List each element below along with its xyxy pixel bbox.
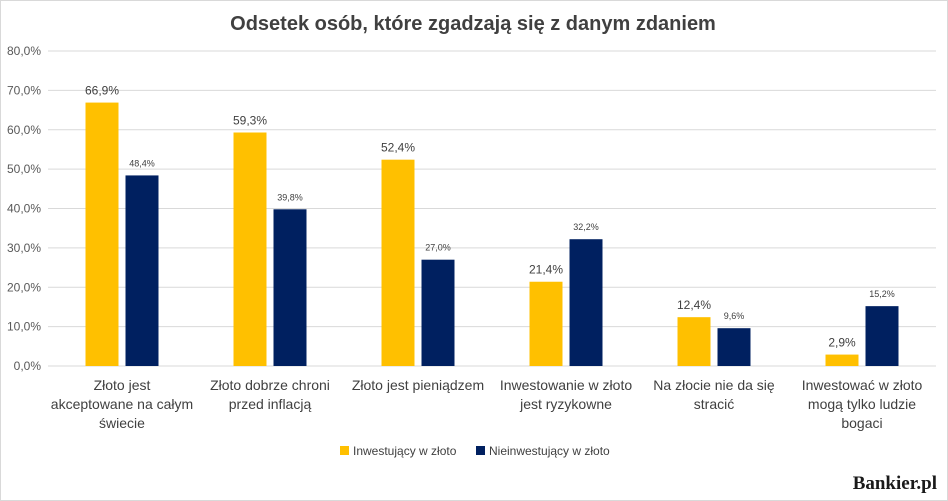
x-category-label: przed inflacją xyxy=(229,396,312,412)
x-category-label: Złoto dobrze chroni xyxy=(210,377,330,393)
x-axis-category-labels: Złoto jest akceptowane na całym świecie Zło… xyxy=(51,377,923,431)
y-tick-label: 60,0% xyxy=(7,123,41,137)
bar-investing xyxy=(381,159,415,366)
data-label: 9,6% xyxy=(724,311,745,321)
data-label: 27,0% xyxy=(425,243,451,253)
data-label: 2,9% xyxy=(828,336,856,350)
data-label: 12,4% xyxy=(677,298,711,312)
bar-investing xyxy=(85,102,119,367)
x-category-label: bogaci xyxy=(841,415,882,431)
y-tick-label: 20,0% xyxy=(7,280,41,294)
bar-investing xyxy=(677,317,711,366)
x-category-label: stracić xyxy=(694,396,734,412)
legend-swatch-investing xyxy=(340,446,349,455)
y-axis-tick-labels: 0,0% 10,0% 20,0% 30,0% 40,0% 50,0% 60,0% 70,0% 8… xyxy=(7,44,41,373)
y-tick-label: 30,0% xyxy=(7,241,41,255)
x-category-label: mogą tylko ludzie xyxy=(808,396,916,412)
x-category-label: świecie xyxy=(99,415,145,431)
legend: Inwestujący w złoto Nieinwestujący w zło… xyxy=(340,444,610,458)
x-category-label: Złoto jest pieniądzem xyxy=(352,377,484,393)
bars xyxy=(85,102,899,367)
data-label: 48,4% xyxy=(129,158,155,168)
legend-label-investing: Inwestujący w złoto xyxy=(353,444,457,458)
chart-title: Odsetek osób, które zgadzają się z danym… xyxy=(230,13,716,35)
bar-non-investing xyxy=(421,259,455,366)
y-tick-label: 0,0% xyxy=(14,359,42,373)
x-category-label: Na złocie nie da się xyxy=(653,377,775,393)
bar-non-investing xyxy=(865,306,899,366)
data-label: 59,3% xyxy=(233,114,267,128)
y-tick-label: 80,0% xyxy=(7,44,41,58)
data-labels: 66,9% 59,3% 52,4% 21,4% 12,4% 2,9% 48,4% 39,8% 2… xyxy=(85,84,895,350)
bar-non-investing xyxy=(717,328,751,366)
bar-investing xyxy=(233,132,267,366)
bar-non-investing xyxy=(273,209,307,366)
data-label: 21,4% xyxy=(529,263,563,277)
y-tick-label: 50,0% xyxy=(7,162,41,176)
y-tick-label: 40,0% xyxy=(7,202,41,216)
bar-investing xyxy=(825,354,859,366)
x-category-label: akceptowane na całym xyxy=(51,396,193,412)
bar-investing xyxy=(529,281,563,366)
legend-label-non-investing: Nieinwestujący w złoto xyxy=(489,444,610,458)
x-category-label: Złoto jest xyxy=(94,377,151,393)
data-label: 15,2% xyxy=(869,289,895,299)
x-category-label: Inwestowanie w złoto xyxy=(500,377,633,393)
gridlines xyxy=(48,50,936,367)
x-category-label: jest ryzykowne xyxy=(519,396,612,412)
y-tick-label: 10,0% xyxy=(7,320,41,334)
data-label: 66,9% xyxy=(85,84,119,98)
bar-non-investing xyxy=(569,239,603,366)
data-label: 39,8% xyxy=(277,192,303,202)
x-category-label: Inwestować w złoto xyxy=(802,377,923,393)
data-label: 32,2% xyxy=(573,222,599,232)
legend-swatch-non-investing xyxy=(476,446,485,455)
data-label: 52,4% xyxy=(381,141,415,155)
bar-non-investing xyxy=(125,175,159,366)
bankier-logo: Bankier.pl xyxy=(852,473,937,494)
y-tick-label: 70,0% xyxy=(7,83,41,97)
